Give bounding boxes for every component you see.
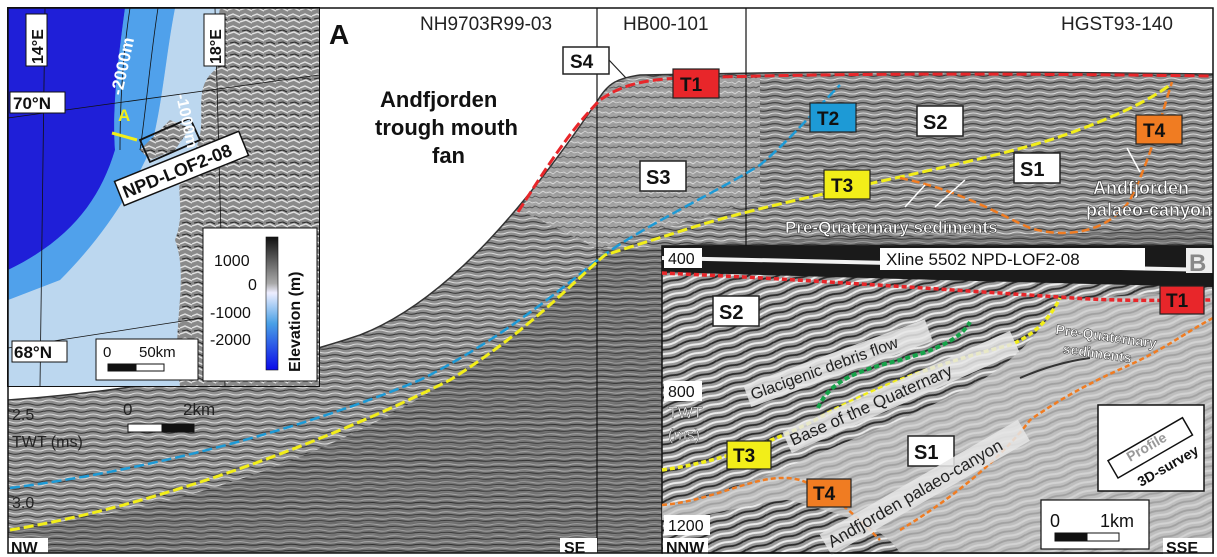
twt-b-400: 400 <box>668 251 695 268</box>
lon-label-18: 18°E <box>203 13 226 67</box>
surface-t4-label: T4 <box>1143 121 1166 142</box>
panel-b-prequat-leader <box>1019 357 1091 379</box>
surface-t2: T2 <box>809 102 857 133</box>
horizon-t2 <box>9 84 841 490</box>
elevation-legend: 1000 0 -1000 -2000 Elevation (m) <box>202 227 318 382</box>
panel-b-t4-label: T4 <box>813 484 836 505</box>
panel-b-surface-t1: T1 <box>1159 285 1205 315</box>
map-scale-zero: 0 <box>103 344 111 361</box>
twt-b-400-bg <box>664 248 702 268</box>
scale-bar-b: 0 1km <box>1040 499 1150 550</box>
panel-a-letter: A <box>329 19 349 50</box>
unit-s3: S3 <box>639 160 687 192</box>
survey-outline <box>138 116 202 164</box>
map-contour-band <box>8 8 175 300</box>
panel-b-debris-flow <box>816 320 972 409</box>
unit-s1-label: S1 <box>1020 159 1044 181</box>
panel-b-title-bg <box>880 248 1145 270</box>
panel-b-surface-t4: T4 <box>806 478 852 508</box>
s4-leader <box>608 59 627 79</box>
unit-s4-label: S4 <box>570 52 594 73</box>
corner-nnw: NNW <box>666 540 705 557</box>
unit-s1: S1 <box>1013 152 1061 184</box>
twt-b-800: 800 <box>668 384 695 401</box>
twt-b-800-bg <box>664 381 702 401</box>
panel-b-unit-s1-label: S1 <box>914 442 938 464</box>
corner-sse: SSE <box>1166 540 1198 557</box>
corner-se: SE <box>564 540 586 557</box>
fan-title: Andfjorden trough mouth fan <box>375 87 518 168</box>
panel-b-canyon-fill <box>662 290 1213 553</box>
map-scale-end: 50km <box>139 344 176 361</box>
legend-value-neg1000: -1000 <box>210 305 251 322</box>
map-deep-ocean <box>8 8 125 270</box>
surface-t1-label: T1 <box>680 75 703 96</box>
lat-70-label: 70°N <box>13 94 51 113</box>
map-graticule <box>7 7 320 387</box>
lon-18-text: 18°E <box>208 29 225 64</box>
twt-b-label-1: TWT <box>668 405 703 422</box>
panel-b-unit-s1: S1 <box>907 435 955 467</box>
legend-value-0: 0 <box>248 277 257 294</box>
profile-line-a <box>111 131 138 142</box>
twt-bottom-value: 3.0 <box>12 495 34 512</box>
fan-title-line-1: Andfjorden <box>380 87 497 112</box>
map-contour-1000 <box>139 7 159 151</box>
lat-68-label: 68°N <box>14 343 52 362</box>
scale-a-end: 2km <box>183 400 215 419</box>
legend-value-1000: 1000 <box>214 253 250 270</box>
scale-a-zero: 0 <box>123 400 132 419</box>
twt-top-value: 2.5 <box>12 407 34 424</box>
legend-value-neg2000: -2000 <box>210 332 251 349</box>
surface-t2-label: T2 <box>817 109 839 130</box>
lat-70-box <box>9 91 66 114</box>
legend-title: Elevation (m) <box>287 272 304 372</box>
scale-bar-a: 0 2km <box>123 400 215 433</box>
panel-b-t1-label: T1 <box>1166 291 1189 312</box>
surface-t3: T3 <box>823 169 871 200</box>
lon-label-14: 14°E <box>25 13 48 67</box>
profile-marker-label: A <box>118 106 130 125</box>
prequat-label: Pre-Quaternary sediments <box>785 218 998 237</box>
corner-nw: NW <box>11 540 39 557</box>
panel-b-t3-label: T3 <box>733 446 755 467</box>
twt-b-1200-bg <box>664 515 710 535</box>
surface-t4: T4 <box>1135 114 1183 145</box>
horizon-t3 <box>9 83 1171 532</box>
twt-b-1200: 1200 <box>668 518 704 535</box>
surface-t3-label: T3 <box>831 176 853 197</box>
panel-b-letter: B <box>1189 250 1206 277</box>
line-name-hb00: HB00-101 <box>623 14 709 35</box>
line-name-nh9703: NH9703R99-03 <box>420 14 552 35</box>
location-box: Profile 3D-survey <box>1097 404 1205 492</box>
panel-b-unit-s2: S2 <box>712 295 760 327</box>
lon-14-text: 14°E <box>30 29 47 64</box>
lat-68-box <box>11 340 68 363</box>
twt-axis-label: TWT (ms) <box>12 434 83 451</box>
twt-b-label-2: (ms) <box>668 427 700 444</box>
canyon-label-line-2: palaeo-canyon <box>1086 200 1212 220</box>
line-name-hgst93: HGST93-140 <box>1061 14 1173 35</box>
scale-b-zero: 0 <box>1050 511 1060 531</box>
horizon-t1 <box>516 72 1214 213</box>
canyon-label-line-1: Andfjorden <box>1093 178 1189 198</box>
panel-b-unit-s2-label: S2 <box>719 302 743 324</box>
unit-s4: S4 <box>562 46 610 75</box>
unit-s2-label: S2 <box>923 112 947 134</box>
unit-s3-label: S3 <box>646 167 670 189</box>
panel-b-surface-t3: T3 <box>726 440 772 470</box>
panel-b-horizon-t1 <box>661 271 1214 303</box>
unit-s2: S2 <box>916 105 964 137</box>
outer-frame <box>7 7 1214 554</box>
fan-title-line-2: trough mouth <box>375 115 518 140</box>
panel-b-letter-bg <box>1186 248 1213 273</box>
canyon-leader <box>1126 147 1141 173</box>
fan-title-line-3: fan <box>432 143 465 168</box>
map-scale-bar: 0 50km <box>95 338 199 381</box>
scale-b-end: 1km <box>1100 511 1134 531</box>
panel-b-title: Xline 5502 NPD-LOF2-08 <box>886 250 1080 269</box>
prequat-leaders <box>904 179 966 208</box>
surface-t1: T1 <box>672 68 720 99</box>
